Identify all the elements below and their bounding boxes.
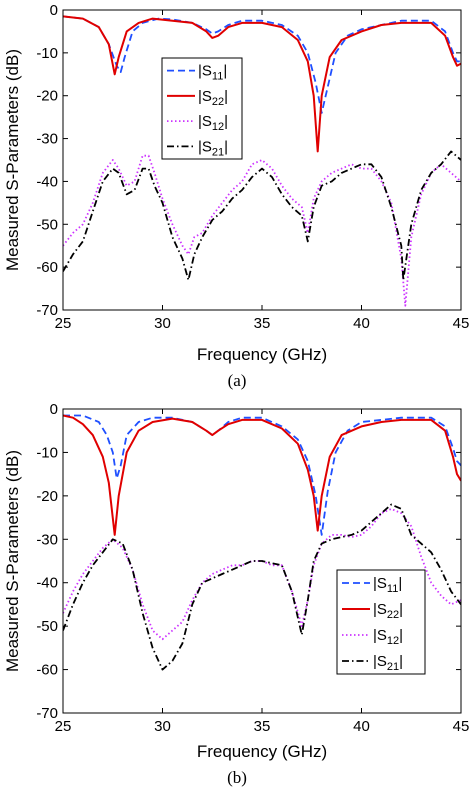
y-tick-label: -70 [36, 705, 58, 722]
y-axis-label: Measured S-Parameters (dB) [3, 450, 22, 672]
x-axis-label: Frequency (GHz) [197, 345, 327, 364]
series-line-s21 [63, 150, 461, 281]
legend-label: |S22| [373, 601, 403, 621]
x-tick-label: 40 [353, 718, 370, 735]
y-tick-label: -50 [36, 618, 58, 635]
y-tick-label: -40 [36, 575, 58, 592]
figure-caption: (a) [228, 371, 247, 390]
chart-a: 25 30 35 40 45 0 -10 -20 -30 -40 -50 -60 -70 Frequenc… [3, 2, 469, 390]
x-tick-label: 45 [453, 315, 470, 332]
legend-box [336, 569, 426, 675]
y-axis-label: Measured S-Parameters (dB) [3, 49, 22, 271]
y-tick-label: -60 [36, 662, 58, 679]
plot-frame [62, 9, 462, 311]
legend-label: |S11| [198, 63, 227, 83]
y-tick-label: -60 [36, 259, 58, 276]
figure-caption: (b) [227, 768, 247, 787]
series-line-s11 [63, 414, 461, 536]
y-tick-label: -20 [36, 488, 58, 505]
y-tick-label: -30 [36, 531, 58, 548]
y-tick-label: -50 [36, 216, 58, 233]
series-line-s11 [63, 15, 461, 114]
legend-label: |S11| [373, 575, 402, 595]
legend-label: |S12| [198, 113, 228, 133]
legend-label: |S12| [373, 627, 403, 647]
x-tick-label: 45 [453, 718, 470, 735]
x-tick-label: 30 [154, 315, 171, 332]
y-tick-label: -70 [36, 302, 58, 319]
legend: |S11| |S22| |S12| |S21| [336, 569, 426, 675]
legend-label: |S21| [373, 653, 403, 673]
y-tick-label: -10 [36, 444, 58, 461]
chart-b: 25 30 35 40 45 0 -10 -20 -30 -40 -50 -60 -70 Frequenc… [3, 401, 469, 787]
legend-label: |S22| [198, 88, 228, 108]
series-line-s22 [63, 15, 461, 153]
x-tick-label: 40 [353, 315, 370, 332]
y-tick-label: 0 [50, 401, 58, 418]
x-tick-label: 25 [55, 315, 72, 332]
x-tick-label: 35 [254, 315, 271, 332]
y-tick-label: -30 [36, 131, 58, 148]
legend-box [161, 57, 243, 160]
y-tick-label: -40 [36, 173, 58, 190]
y-tick-label: -20 [36, 88, 58, 105]
y-tick-label: 0 [50, 2, 58, 19]
legend: |S11| |S22| |S12| |S21| [161, 57, 243, 160]
x-tick-label: 30 [154, 718, 171, 735]
x-tick-label: 25 [55, 718, 72, 735]
x-tick-label: 35 [254, 718, 271, 735]
series-line-s22 [63, 414, 461, 536]
series-line-s12 [63, 154, 461, 307]
y-tick-label: -10 [36, 45, 58, 62]
legend-label: |S21| [198, 138, 228, 158]
x-axis-label: Frequency (GHz) [197, 742, 327, 761]
